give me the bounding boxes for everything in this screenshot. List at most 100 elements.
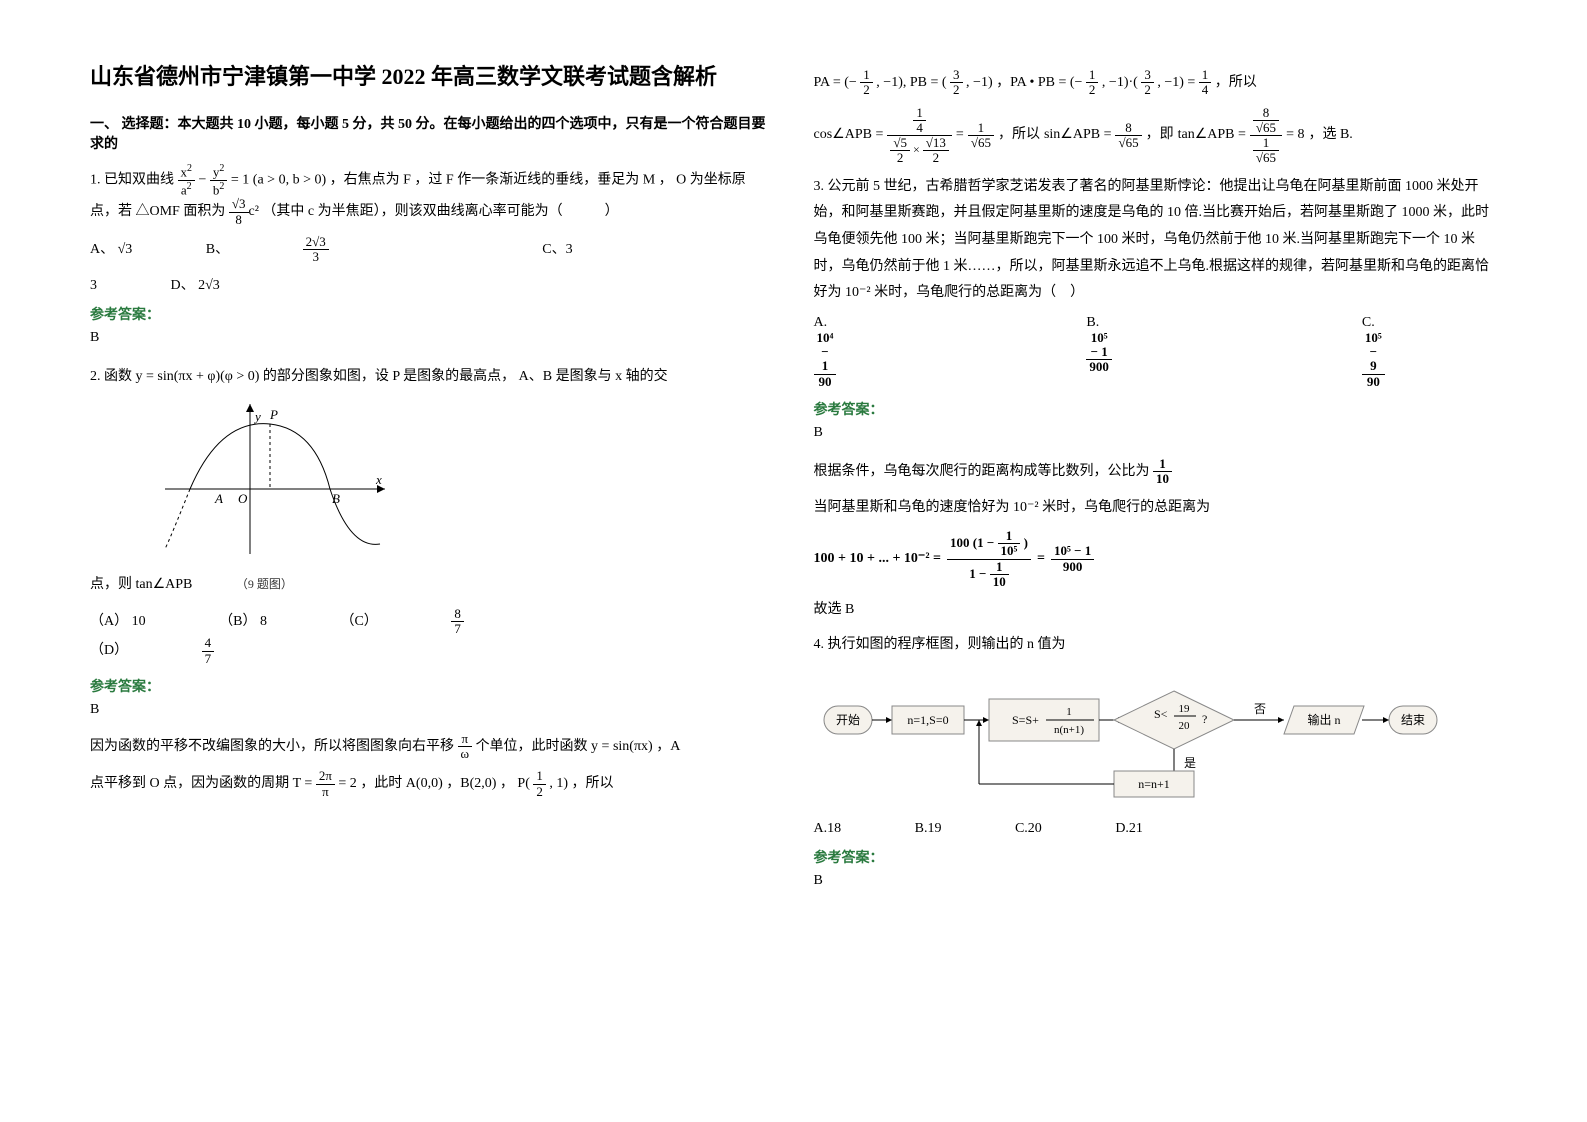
q3btn: 1 [998,529,1021,544]
q3bn: 10⁵ − 1 [1086,331,1112,361]
t-stail: ，即 [1146,122,1174,149]
q3-opt-c: C. 10⁵ − 990 [1362,315,1525,389]
svg-text:1: 1 [1066,706,1072,718]
q1-frac-left: x2 a2 [178,163,196,197]
q2-e2c: ，所以 [572,776,614,791]
q2-figure: y P x A O B [150,399,400,564]
q3-answer: B [814,425,1498,441]
svg-text:B: B [332,491,340,506]
h-pb-n: 3 [950,68,963,83]
h-pa-n: 1 [860,68,873,83]
section-1-heading: 一、 选择题：本大题共 10 小题，每小题 5 分，共 50 分。在每小题给出的… [90,113,774,153]
h-d2n: 3 [1141,68,1154,83]
flowchart-icon: 开始 n=1,S=0 S=S+ 1 n(n+1) S< 19 20 ? [814,671,1454,811]
q4-opt-b: B.19 [915,821,942,837]
h-pa: PA = (− [814,75,857,90]
t-trhs: = 8 [1286,122,1304,149]
q2-opt-c-num: 8 [451,607,464,622]
q3cl: C. [1362,315,1375,331]
q3btp: 100 [950,535,970,550]
q2-answer: B [90,702,774,718]
h-d1n: 1 [1086,68,1099,83]
t-ttn: 8 [1253,106,1279,121]
t-ctn: 1 [913,106,926,121]
q1-opt-b-den: 3 [303,250,329,264]
t-crn: 1 [968,121,994,136]
q3-opt-a: A. 10⁴ − 190 [814,315,977,389]
svg-text:结束: 结束 [1400,713,1424,727]
q3bbp: 1 − [969,566,986,581]
q1-area-frac: √3 8 [229,197,249,227]
q3bd: 900 [1086,360,1112,374]
q3btr: ) [1024,535,1028,550]
q3brn: 10⁵ − 1 [1051,544,1094,559]
q1-prefix: 1. 已知双曲线 [90,172,174,187]
t-ttd: √65 [1253,121,1279,135]
q3-e3: 故选 B [814,597,1498,624]
svg-text:?: ? [1202,712,1207,726]
q2-e1n: π [458,732,473,747]
q2-e2b: ，此时 A(0,0) ，B(2,0) ， [360,776,514,791]
q1-tail: （其中 c 为半焦距），则该双曲线离心率可能为（ ） [262,204,618,219]
q2-Ptail: , 1) [549,776,568,791]
q2-line2: 点，则 tan∠APB [90,577,192,592]
svg-text:输出 n: 输出 n [1307,712,1340,727]
t-cbld: 2 [890,151,910,165]
h-pb-d: 2 [950,83,963,97]
q2-expl-1: 因为函数的平移不改编图象的大小，所以将图图象向右平移 π ω 个单位，此时函数 … [90,732,774,762]
q1-opt-b-lbl: B、 [206,238,229,258]
q2-opt-c: （C） 8 7 [340,607,603,637]
sine-graph-icon: y P x A O B [160,399,390,559]
question-1: 1. 已知双曲线 x2 a2 − y2 b2 = 1 (a > 0, b > 0… [90,163,774,227]
q3cd: 90 [1362,375,1385,389]
left-column: 山东省德州市宁津镇第一中学 2022 年高三数学文联考试题含解析 一、 选择题：… [90,60,774,889]
t-end: ，选 B. [1308,122,1352,149]
svg-text:开始: 开始 [835,713,859,727]
q2-opt-c-lbl: （C） [340,610,377,630]
q3btd: 10⁵ [998,544,1021,558]
q1-area-num: √3 [229,197,249,212]
t-cbln: √5 [890,136,910,151]
q3bbn: 1 [990,560,1009,575]
q3e1d: 10 [1153,472,1172,486]
q3cn: 10⁵ − 9 [1362,331,1385,375]
q3al: A. [814,315,828,331]
q1-opt-c: C、3 [542,238,572,258]
q3btl: (1 − [973,535,995,550]
svg-text:S=S+: S=S+ [1012,713,1039,727]
h-rtail: ，所以 [1215,75,1257,90]
q1-opt-d: D、 2√3 [171,274,220,294]
t-crd: √65 [968,136,994,150]
t-cbrn: √13 [923,136,949,151]
q3ad: 90 [814,375,837,389]
answer-label-4: 参考答案： [814,847,1498,867]
q3bbd: 10 [990,575,1009,589]
question-3: 3. 公元前 5 世纪，古希腊哲学家芝诺发表了著名的阿基里斯悖论：他提出让乌龟在… [814,174,1498,307]
q3bl2: 100 + 10 + ... + 10⁻² = [814,546,942,573]
q2-expl-2: 点平移到 O 点，因为函数的周期 T = 2π π = 2 ，此时 A(0,0)… [90,769,774,799]
q4-answer: B [814,873,1498,889]
q2-e2d: π [316,785,335,799]
q2-e2eq: = 2 [338,776,356,791]
t-sin: sin∠APB = [1044,122,1112,149]
svg-text:20: 20 [1178,720,1190,732]
q1-area-den: 8 [229,213,249,227]
svg-text:n=n+1: n=n+1 [1138,777,1170,791]
q2-e1b: 个单位，此时函数 y = sin(πx) ，A [476,739,681,754]
svg-text:P: P [269,407,278,422]
t-tan: tan∠APB = [1178,122,1246,149]
q2-opt-d-lbl: （D） [90,639,128,659]
answer-label-2: 参考答案： [90,676,774,696]
q3bl: B. [1086,315,1099,331]
svg-text:S<: S< [1154,707,1168,721]
q2-trig-line: cos∠APB = 14 √52 × √132 = 1√65 ，所以 sin∠A… [814,106,1498,166]
q1-options-2: 3 D、 2√3 [90,274,774,294]
h-rn: 1 [1199,68,1212,83]
q2-Pd: 2 [533,785,546,799]
answer-label-1: 参考答案： [90,304,774,324]
q2-Plbl: P( [517,776,529,791]
q4-options: A.18 B.19 C.20 D.21 [814,821,1498,837]
q2-line2-row: 点，则 tan∠APB （9 题图） [90,572,774,599]
h-pa-mid: , −1), PB = ( [876,75,946,90]
q2-opt-d: （D） 4 7 [90,636,354,666]
